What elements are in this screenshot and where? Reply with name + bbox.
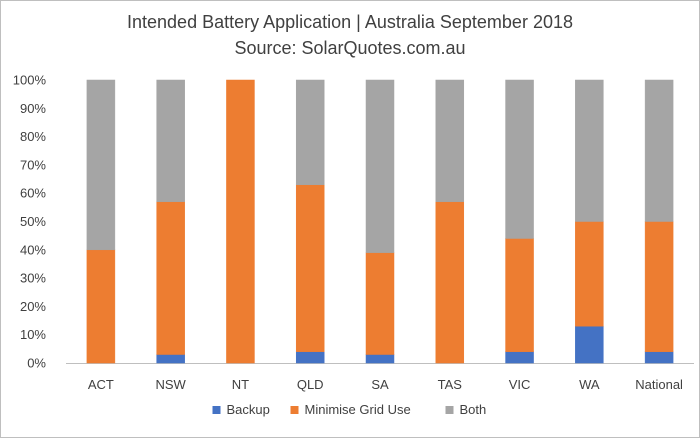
x-tick-label: National xyxy=(635,377,683,392)
x-tick-label: NT xyxy=(232,377,249,392)
bar-segment xyxy=(435,201,465,364)
y-axis-tick-labels: 0% 10% 20% 30% 40% 50% 60% 70% 80% 90% 100% xyxy=(13,73,47,371)
bar-segment xyxy=(505,238,534,352)
y-tick-label: 100% xyxy=(13,73,47,88)
legend-swatch xyxy=(445,406,454,414)
y-tick-label: 70% xyxy=(20,157,46,172)
y-tick-label: 10% xyxy=(20,327,46,342)
bar-segment xyxy=(435,79,465,202)
bar-segment xyxy=(86,79,116,251)
bar-segment xyxy=(575,79,604,222)
legend-swatch xyxy=(212,406,221,414)
legend-label: Both xyxy=(460,402,487,417)
y-tick-label: 30% xyxy=(20,271,46,286)
bar-segment xyxy=(575,221,604,327)
x-tick-label: NSW xyxy=(155,377,186,392)
bar-segment xyxy=(505,351,534,364)
chart-title: Intended Battery Application | Australia… xyxy=(127,12,573,32)
bar-segment xyxy=(644,221,674,352)
y-tick-label: 80% xyxy=(20,129,46,144)
legend-label: Backup xyxy=(227,402,270,417)
bar-segment xyxy=(156,79,185,202)
x-tick-label: SA xyxy=(371,377,389,392)
bar-segment xyxy=(365,252,395,355)
x-axis-tick-labels: ACT NSW NT QLD SA TAS VIC WA National xyxy=(88,377,683,392)
bar-segment xyxy=(365,79,395,253)
bar-segment xyxy=(156,354,185,364)
bar-segment xyxy=(226,79,255,364)
bar-segment xyxy=(644,79,674,222)
y-tick-label: 20% xyxy=(20,299,46,314)
x-tick-label: TAS xyxy=(438,377,463,392)
legend-label: Minimise Grid Use xyxy=(305,402,411,417)
bar-segment xyxy=(86,249,116,364)
bar-segment xyxy=(295,351,325,364)
y-tick-label: 90% xyxy=(20,101,46,116)
bar-segment xyxy=(295,79,325,185)
bar-segment xyxy=(156,201,185,355)
bar-segment xyxy=(365,354,395,364)
chart-subtitle: Source: SolarQuotes.com.au xyxy=(234,38,466,58)
bars xyxy=(86,79,674,364)
bar-segment xyxy=(295,184,325,352)
bar-segment xyxy=(644,351,674,364)
legend: Backup Minimise Grid Use Both xyxy=(212,402,487,417)
x-tick-label: ACT xyxy=(88,377,114,392)
bar-segment xyxy=(505,79,534,239)
y-tick-label: 50% xyxy=(20,214,46,229)
bar-segment xyxy=(575,325,604,364)
x-tick-label: VIC xyxy=(509,377,531,392)
y-tick-label: 0% xyxy=(27,356,46,371)
x-tick-label: WA xyxy=(579,377,600,392)
legend-swatch xyxy=(290,406,299,414)
y-tick-label: 40% xyxy=(20,242,46,257)
y-tick-label: 60% xyxy=(20,186,46,201)
x-tick-label: QLD xyxy=(297,377,324,392)
